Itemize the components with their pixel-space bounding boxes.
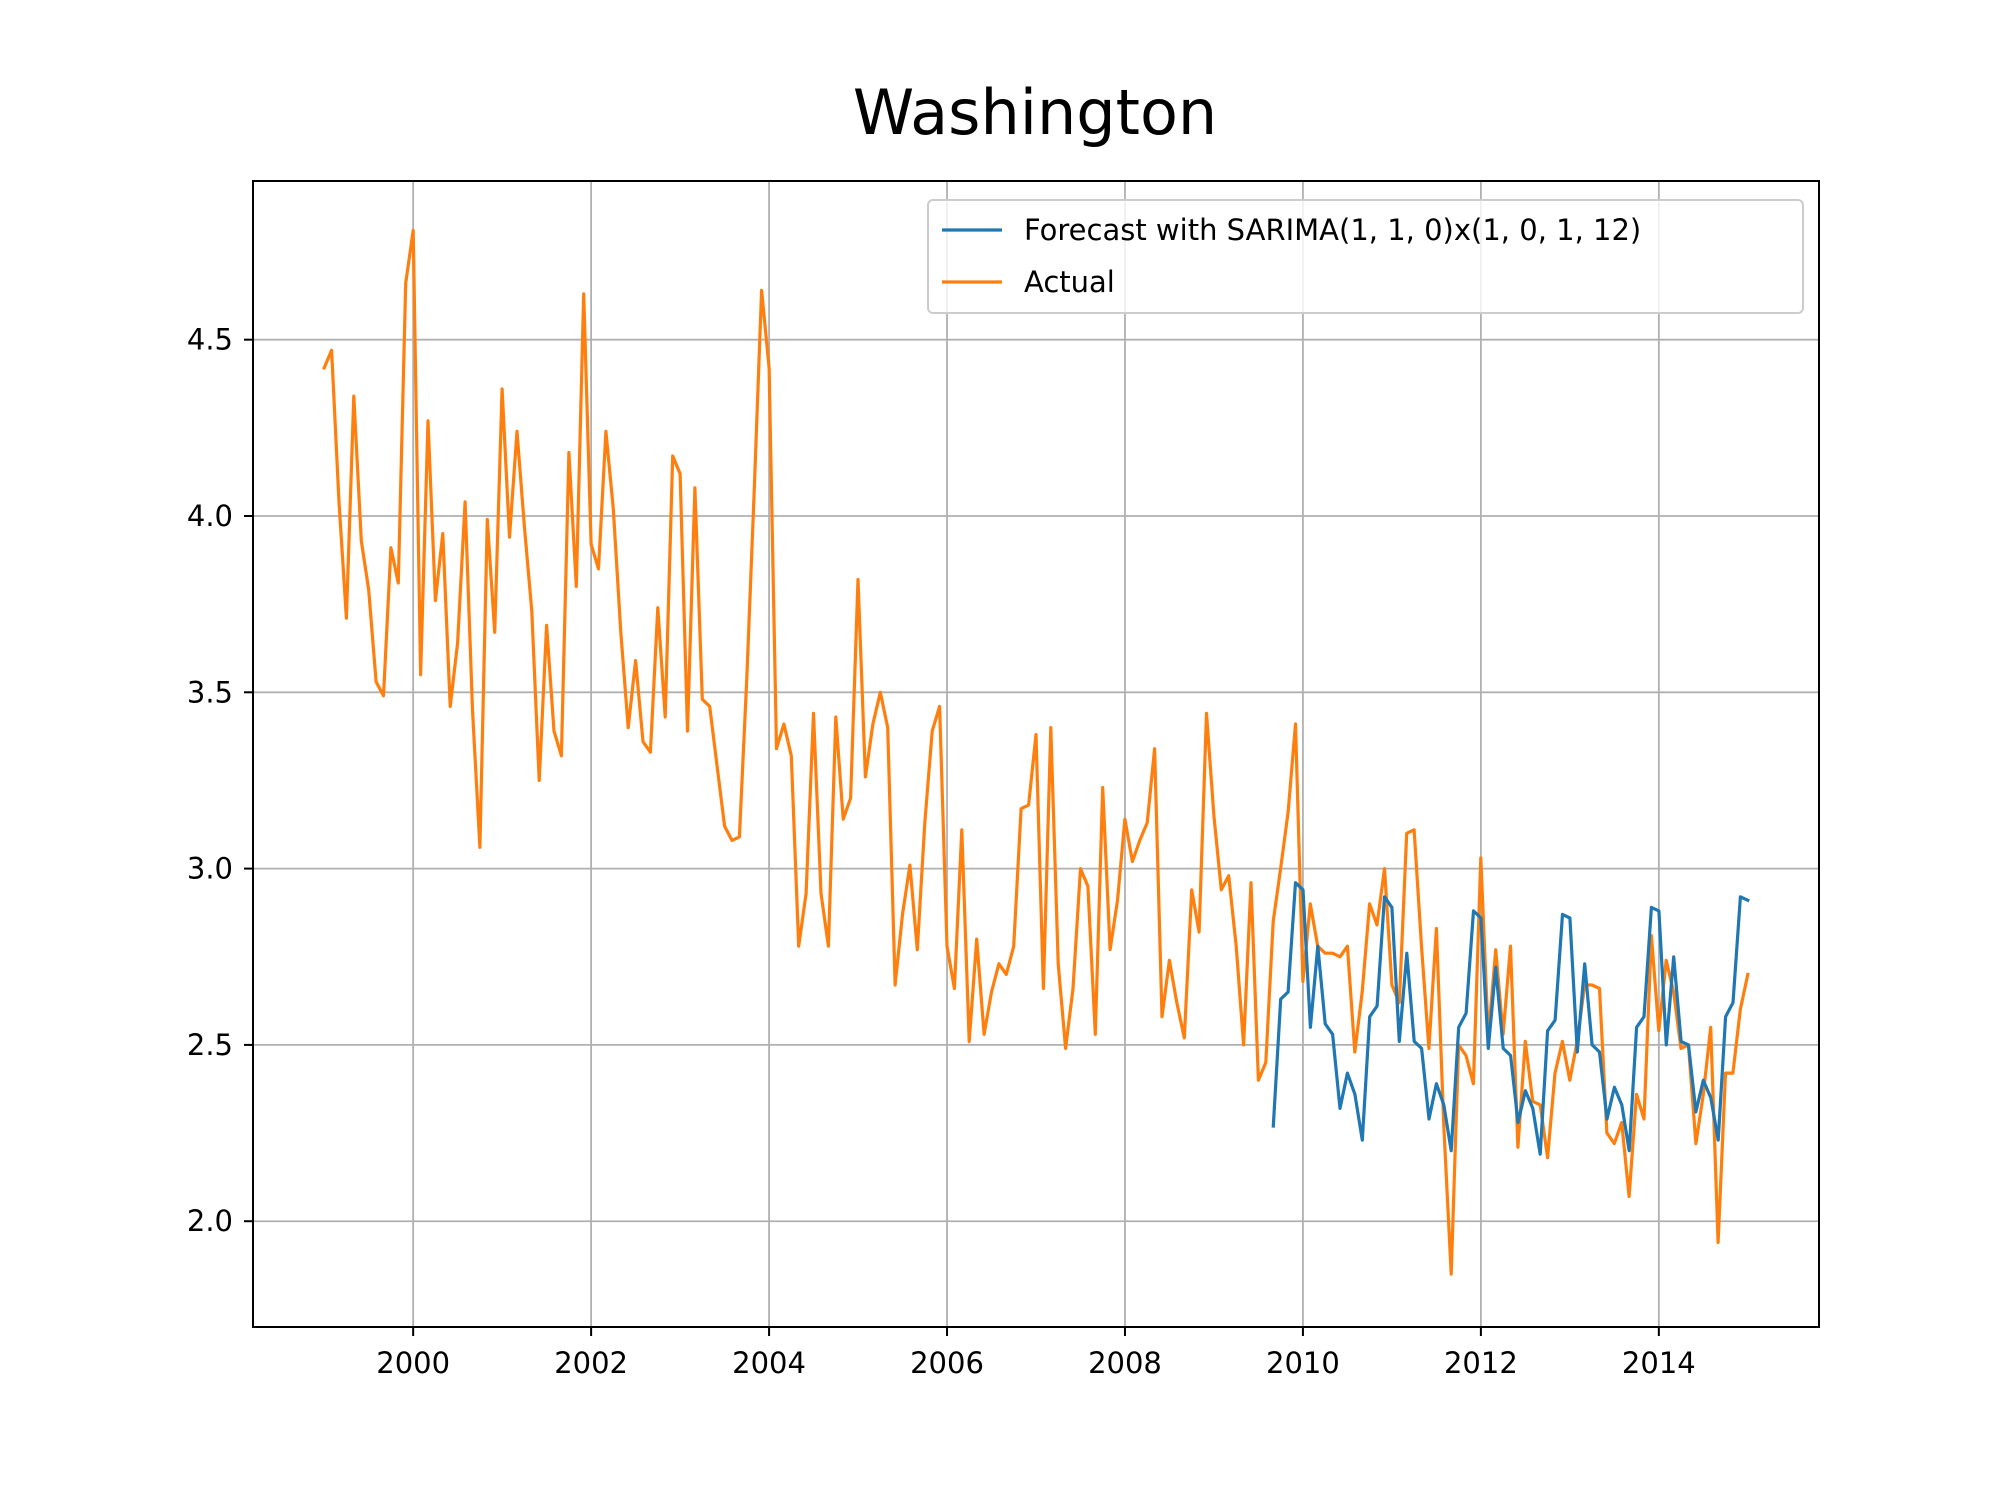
x-tick-label: 2012	[1444, 1346, 1518, 1380]
series-lines	[322, 228, 1750, 1276]
x-tick-label: 2004	[732, 1346, 806, 1380]
x-tick-label: 2000	[376, 1346, 450, 1380]
plot-area-frame	[252, 180, 1820, 1328]
x-axis: 2000 2002 2004 2006 2008 2010 2012 2014	[376, 1327, 1696, 1380]
legend-label: Forecast with SARIMA(1, 1, 0)x(1, 0, 1, …	[1024, 213, 1641, 247]
y-tick-label: 3.0	[187, 852, 233, 886]
x-tick-label: 2010	[1266, 1346, 1340, 1380]
y-tick-label: 4.5	[187, 323, 233, 357]
legend: Forecast with SARIMA(1, 1, 0)x(1, 0, 1, …	[927, 199, 1804, 314]
y-axis: 2.0 2.5 3.0 3.5 4.0 4.5	[187, 323, 253, 1238]
y-tick-label: 3.5	[187, 675, 233, 709]
y-tick-label: 2.5	[187, 1028, 233, 1062]
actual-series-line	[322, 228, 1750, 1276]
x-tick-label: 2014	[1622, 1346, 1696, 1380]
chart-title: Washington	[853, 76, 1217, 149]
legend-label: Actual	[1024, 265, 1115, 299]
x-tick-label: 2002	[554, 1346, 628, 1380]
x-tick-label: 2006	[910, 1346, 984, 1380]
legend-box	[927, 199, 1804, 314]
x-tick-label: 2008	[1088, 1346, 1162, 1380]
y-tick-label: 2.0	[187, 1204, 233, 1238]
forecast-series-line	[1271, 881, 1750, 1156]
y-tick-label: 4.0	[187, 499, 233, 533]
